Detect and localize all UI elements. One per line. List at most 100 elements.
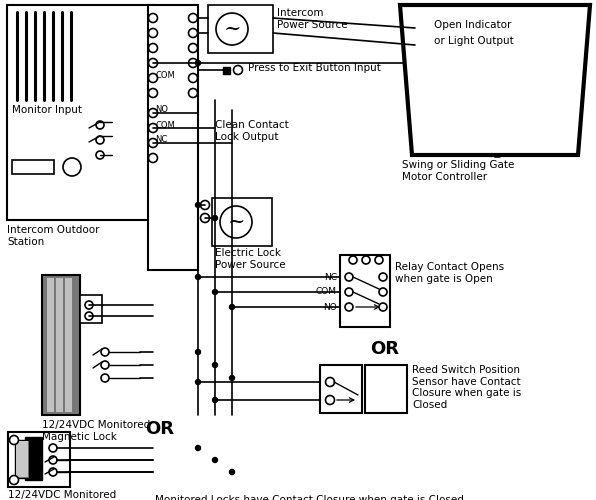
Bar (320, 365, 362, 413)
Circle shape (148, 74, 157, 82)
Circle shape (188, 14, 197, 22)
Circle shape (229, 376, 234, 380)
Text: Open Indicator: Open Indicator (434, 20, 511, 30)
Bar (365, 365, 407, 413)
Text: 12/24VDC Monitored
Magnetic Lock: 12/24VDC Monitored Magnetic Lock (42, 420, 150, 442)
Circle shape (213, 216, 218, 220)
Circle shape (325, 396, 334, 404)
Circle shape (63, 158, 81, 176)
Circle shape (148, 28, 157, 38)
Circle shape (195, 380, 200, 384)
Text: OR: OR (371, 340, 399, 358)
Circle shape (229, 304, 234, 310)
Bar (47, 278, 54, 412)
Text: Electric Lock
Power Source: Electric Lock Power Source (215, 248, 285, 270)
Text: Monitored Locks have Contact Closure when gate is Closed: Monitored Locks have Contact Closure whe… (155, 495, 464, 500)
Circle shape (148, 58, 157, 68)
Circle shape (96, 121, 104, 129)
Text: NO: NO (155, 106, 168, 114)
Text: COM: COM (316, 288, 337, 296)
Text: or Light Output: or Light Output (434, 36, 514, 46)
Text: Monitor Input: Monitor Input (12, 105, 82, 115)
Circle shape (229, 470, 234, 474)
Circle shape (362, 256, 370, 264)
Text: Press to Exit Button Input: Press to Exit Button Input (248, 63, 381, 73)
Bar (12, 160, 54, 174)
Circle shape (101, 348, 109, 356)
Circle shape (188, 28, 197, 38)
Text: Swing or Sliding Gate
Motor Controller: Swing or Sliding Gate Motor Controller (402, 160, 514, 182)
Circle shape (379, 273, 387, 281)
Polygon shape (400, 5, 590, 155)
Circle shape (213, 458, 218, 462)
Circle shape (49, 456, 57, 464)
Circle shape (200, 200, 210, 209)
Circle shape (195, 350, 200, 354)
Circle shape (325, 378, 334, 386)
Text: Reed Switch Position
Sensor have Contact
Closure when gate is
Closed: Reed Switch Position Sensor have Contact… (412, 365, 522, 410)
Circle shape (101, 374, 109, 382)
Text: Relay Contact Opens
when gate is Open: Relay Contact Opens when gate is Open (395, 262, 504, 283)
Text: Clean Contact
Lock Output: Clean Contact Lock Output (215, 120, 288, 142)
Circle shape (420, 40, 430, 50)
Bar (80, 295, 102, 323)
Text: NC: NC (155, 136, 167, 144)
Circle shape (85, 301, 93, 309)
Circle shape (148, 124, 157, 132)
Bar (16, 441, 28, 477)
Text: ~: ~ (227, 212, 245, 232)
Circle shape (85, 312, 93, 320)
Bar (15, 440, 29, 478)
Circle shape (195, 446, 200, 450)
Bar (212, 198, 272, 246)
Circle shape (148, 44, 157, 52)
Circle shape (195, 202, 200, 207)
Circle shape (195, 60, 200, 66)
Circle shape (213, 362, 218, 368)
Circle shape (220, 206, 252, 238)
Circle shape (234, 66, 243, 74)
Bar (65, 278, 72, 412)
Text: NC: NC (324, 272, 337, 281)
Circle shape (101, 361, 109, 369)
Bar (415, 15, 565, 73)
Circle shape (148, 14, 157, 22)
Bar (42, 275, 80, 415)
Circle shape (200, 214, 210, 222)
Text: 12/24VDC Monitored
Electric Strike Lock: 12/24VDC Monitored Electric Strike Lock (8, 490, 116, 500)
Circle shape (148, 138, 157, 147)
Circle shape (188, 88, 197, 98)
Text: COM: COM (155, 70, 175, 80)
Circle shape (349, 256, 357, 264)
Circle shape (188, 44, 197, 52)
Circle shape (148, 108, 157, 118)
Bar (25, 437, 42, 480)
Circle shape (420, 22, 430, 34)
Bar (56, 278, 63, 412)
Text: COM: COM (155, 120, 175, 130)
Circle shape (10, 476, 18, 484)
Circle shape (49, 468, 57, 476)
Text: NO: NO (323, 302, 337, 312)
Circle shape (188, 74, 197, 82)
Bar (8, 432, 70, 487)
Text: ~: ~ (224, 20, 241, 38)
Circle shape (10, 436, 18, 444)
Circle shape (379, 303, 387, 311)
Bar (148, 5, 198, 270)
Bar (7, 5, 155, 220)
Text: Intercom Outdoor
Station: Intercom Outdoor Station (7, 225, 100, 246)
Circle shape (213, 398, 218, 402)
Circle shape (379, 288, 387, 296)
Circle shape (148, 88, 157, 98)
Bar (340, 255, 390, 327)
Circle shape (345, 273, 353, 281)
Circle shape (216, 13, 248, 45)
Circle shape (375, 256, 383, 264)
Bar (208, 5, 273, 53)
Circle shape (49, 444, 57, 452)
Circle shape (345, 288, 353, 296)
Circle shape (96, 151, 104, 159)
Bar (223, 67, 230, 74)
Circle shape (188, 58, 197, 68)
